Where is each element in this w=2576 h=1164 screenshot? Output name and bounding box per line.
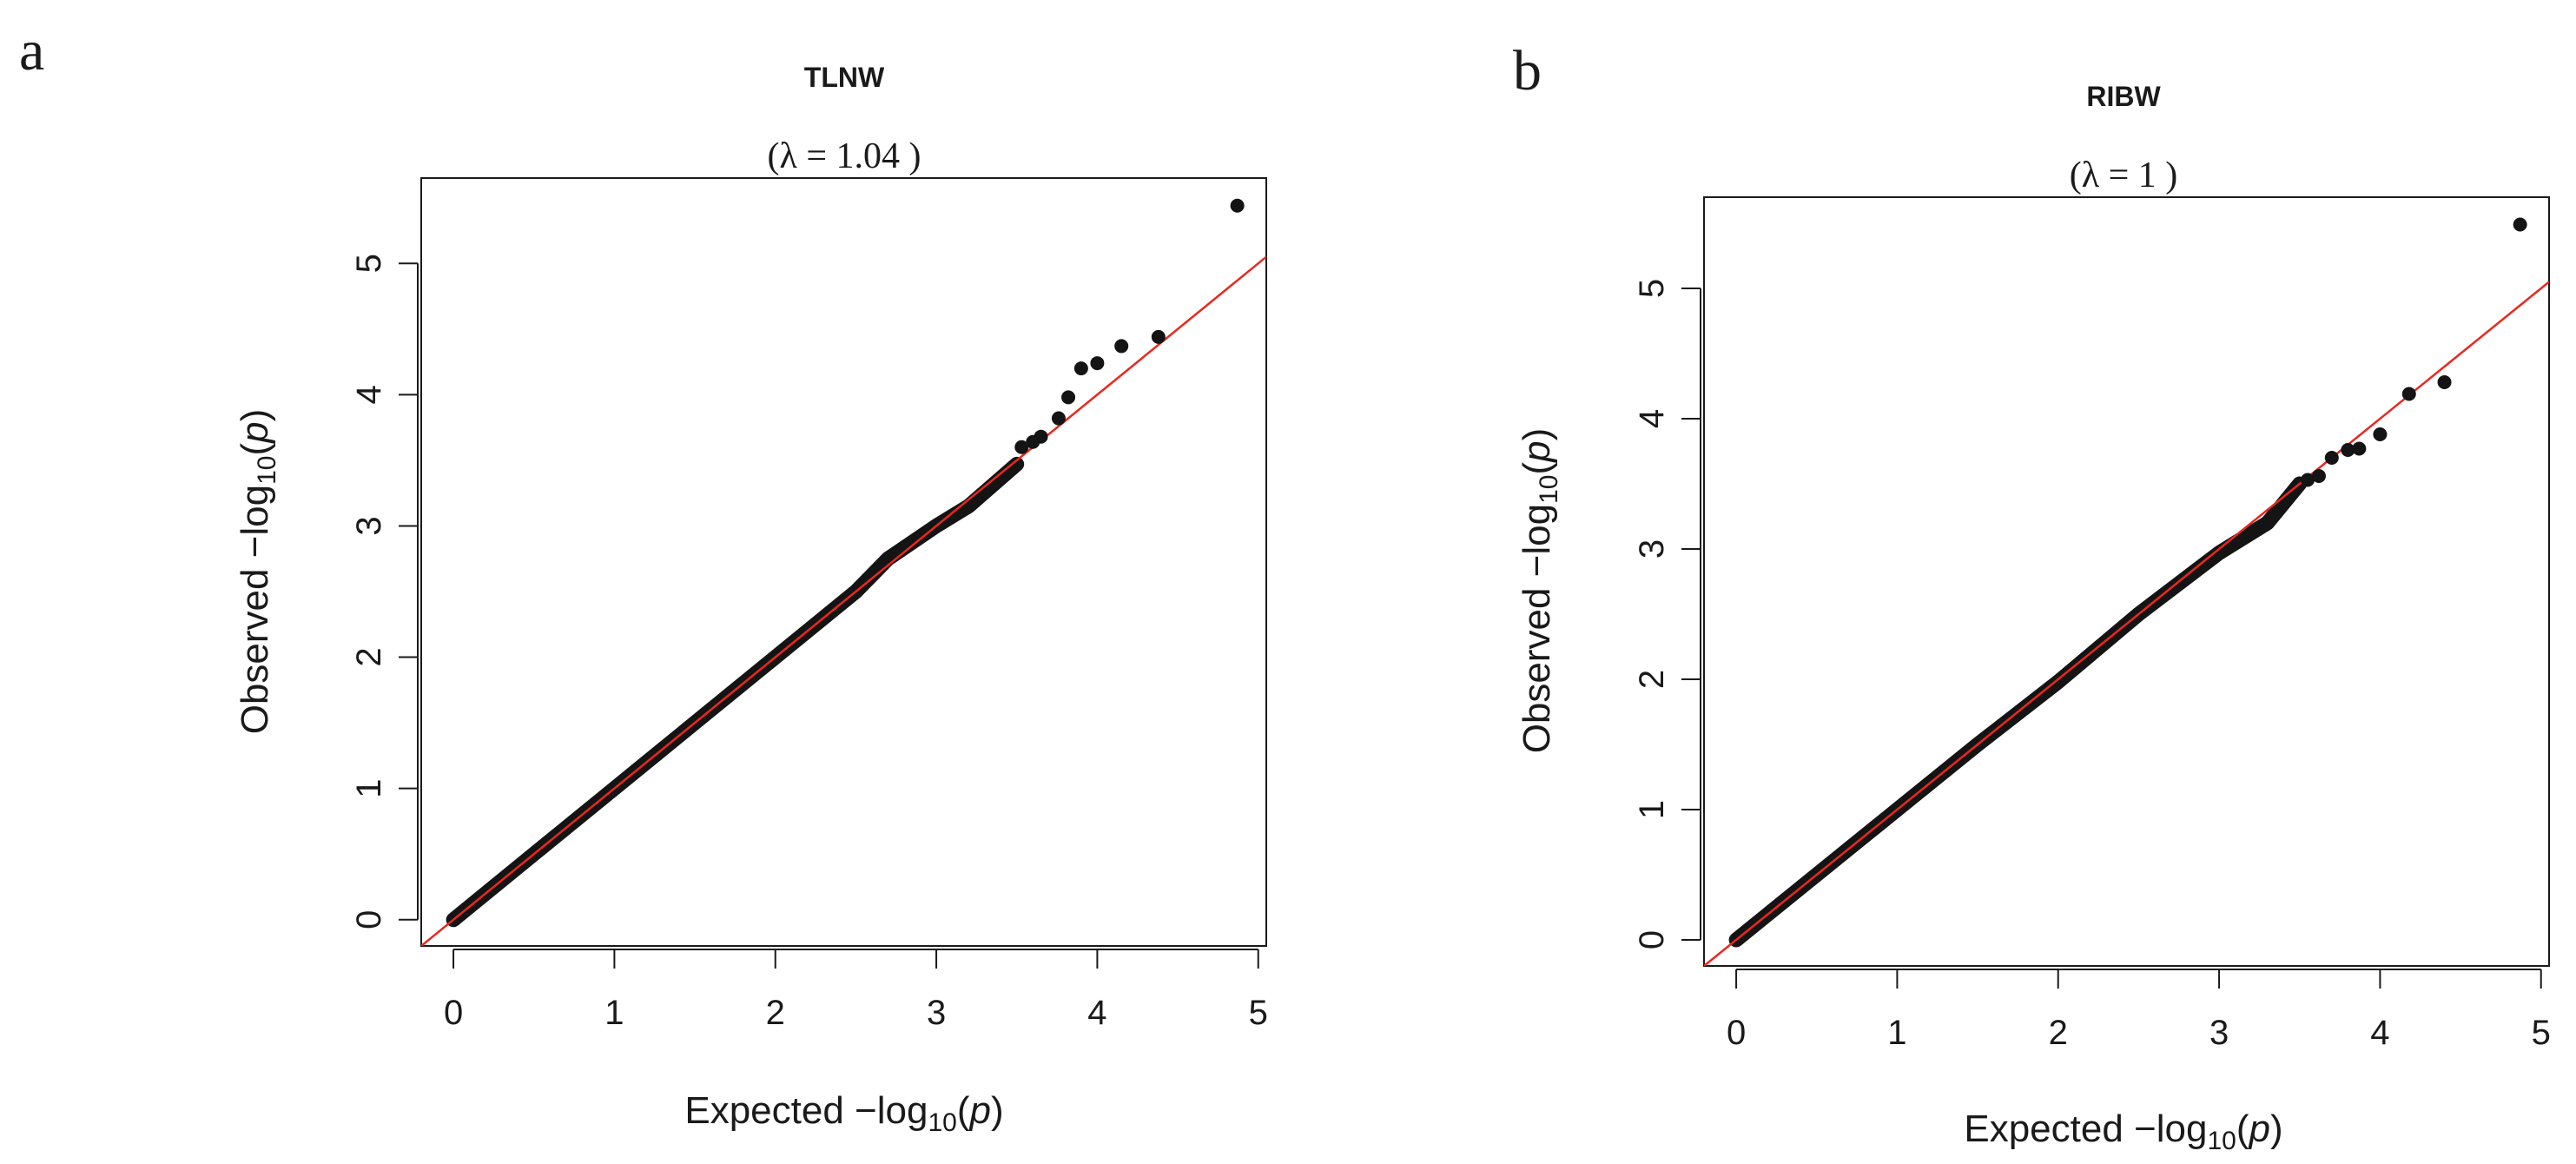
data-point <box>1114 339 1129 354</box>
y-tick-label: 0 <box>1633 930 1671 949</box>
plot-area: 0 1 2 3 4 5 0 1 2 3 4 5 <box>350 177 1268 1032</box>
plot-area: 0 1 2 3 4 5 0 1 2 3 4 5 <box>1633 196 2551 1052</box>
x-tick-label: 3 <box>927 994 946 1032</box>
data-point <box>1073 361 1088 376</box>
data-point <box>2401 387 2416 401</box>
y-tick-label: 2 <box>350 647 388 666</box>
chart-title: TLNW <box>804 62 885 93</box>
plot-inner <box>1704 217 2549 966</box>
y-tick-label: 1 <box>1633 800 1671 819</box>
data-point <box>1090 356 1105 371</box>
y-tick-label: 3 <box>1633 539 1671 559</box>
data-point <box>2301 473 2315 487</box>
data-point <box>1034 429 1048 444</box>
x-tick-label: 0 <box>444 994 463 1032</box>
chart-subtitle: (λ = 1.04 ) <box>767 136 921 176</box>
x-tick-label: 5 <box>1249 994 1268 1032</box>
y-tick-label: 5 <box>350 254 388 273</box>
reference-line <box>1704 281 2549 966</box>
data-point <box>2373 427 2388 441</box>
y-tick-label: 1 <box>350 779 388 798</box>
data-point <box>2341 443 2355 457</box>
data-point <box>2311 469 2326 483</box>
data-point <box>1014 440 1029 454</box>
panel-label: a <box>19 19 44 83</box>
x-tick-label: 4 <box>1087 994 1106 1032</box>
y-tick-label: 3 <box>350 516 388 535</box>
data-point <box>1151 329 1166 344</box>
y-tick-label: 4 <box>1633 409 1671 428</box>
chart-subtitle: (λ = 1 ) <box>2070 155 2178 195</box>
x-tick-label: 2 <box>766 994 785 1032</box>
data-point <box>2513 217 2527 232</box>
plot-frame <box>1703 196 2550 967</box>
chart-title: RIBW <box>2086 81 2161 112</box>
plot-inner <box>421 198 1266 946</box>
plot-frame <box>420 177 1267 947</box>
x-tick-label: 3 <box>2209 1014 2229 1052</box>
x-axis-label: Expected −log10(p) <box>684 1089 1003 1137</box>
y-tick-label: 4 <box>350 385 388 404</box>
x-tick-label: 0 <box>1727 1014 1746 1052</box>
data-point <box>1061 390 1076 405</box>
data-point <box>2352 441 2367 456</box>
data-point <box>1230 198 1245 213</box>
y-axis-label: Observed −log10(p) <box>1516 428 1563 754</box>
y-tick-label: 5 <box>1633 279 1671 298</box>
x-tick-label: 4 <box>2370 1014 2389 1052</box>
panel-label: b <box>1513 39 1542 103</box>
y-axis-label: Observed −log10(p) <box>234 409 281 735</box>
x-tick-label: 2 <box>2049 1014 2068 1052</box>
data-point <box>1051 411 1066 426</box>
data-point <box>2324 451 2339 465</box>
reference-line <box>421 255 1266 946</box>
y-tick-label: 0 <box>350 910 388 929</box>
y-tick-label: 2 <box>1633 670 1671 689</box>
qq-panel-b: b RIBW (λ = 1 ) 0 1 2 3 4 5 0 1 2 3 4 5 Expected −l… <box>1513 39 2551 1155</box>
data-point <box>2437 375 2452 389</box>
x-tick-label: 5 <box>2532 1014 2551 1052</box>
x-tick-label: 1 <box>1887 1014 1906 1052</box>
qq-panel-a: a TLNW (λ = 1.04 ) 0 1 2 3 4 5 0 1 2 3 4 5 Expected… <box>19 19 1268 1137</box>
x-axis-label: Expected −log10(p) <box>1964 1108 2282 1155</box>
x-tick-label: 1 <box>604 994 624 1032</box>
